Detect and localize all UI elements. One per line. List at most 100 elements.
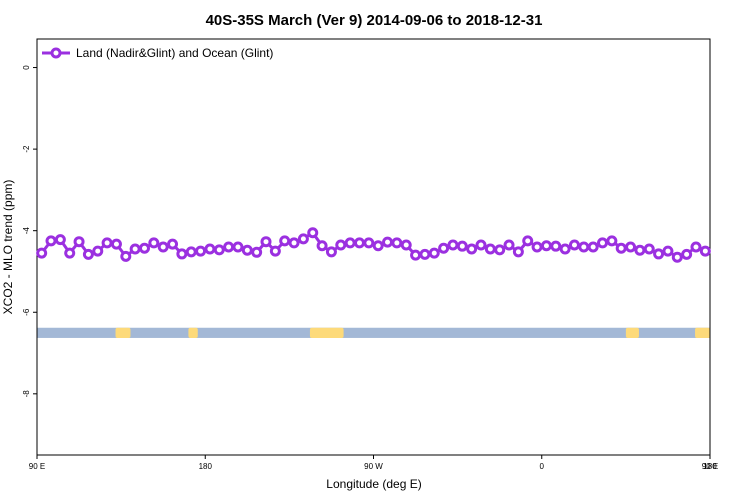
data-point — [568, 239, 580, 251]
data-point — [540, 240, 552, 252]
y-axis-label: XCO2 - MLO trend (ppm) — [1, 180, 15, 315]
data-point — [690, 241, 702, 253]
data-point — [260, 236, 272, 248]
data-point — [45, 235, 57, 247]
data-point — [335, 239, 347, 251]
data-point — [494, 244, 506, 256]
x-tick-label: 90 W — [364, 462, 383, 471]
data-point — [251, 246, 263, 258]
data-point — [223, 241, 235, 253]
land-segment — [695, 327, 710, 338]
data-point — [101, 237, 113, 249]
land-segment — [115, 327, 131, 338]
data-point — [241, 244, 253, 256]
data-point — [447, 239, 459, 251]
series-layer — [36, 227, 711, 263]
y-tick-label: -6 — [22, 308, 31, 316]
data-point — [269, 245, 281, 257]
data-point — [578, 241, 590, 253]
data-point — [456, 240, 468, 252]
x-tick-label: 180 — [199, 462, 213, 471]
data-point — [195, 245, 207, 257]
data-point — [82, 248, 94, 260]
data-point — [176, 248, 188, 260]
data-point — [597, 237, 609, 249]
x-tick-label: 90 E — [702, 462, 718, 471]
data-point — [699, 245, 711, 257]
data-point — [438, 242, 450, 254]
data-point — [92, 245, 104, 257]
data-point — [204, 243, 216, 255]
data-point — [213, 244, 225, 256]
data-point — [531, 241, 543, 253]
data-point — [167, 238, 179, 250]
data-point — [110, 238, 122, 250]
data-point — [484, 243, 496, 255]
data-point — [625, 241, 637, 253]
data-point — [391, 237, 403, 249]
legend-marker — [50, 47, 62, 59]
land-segment — [188, 327, 198, 338]
data-point — [148, 237, 160, 249]
y-tick-label: -8 — [22, 390, 31, 398]
x-axis-label: Longitude (deg E) — [326, 477, 421, 491]
y-tick-label: 0 — [22, 65, 31, 70]
data-point — [400, 239, 412, 251]
data-point — [587, 241, 599, 253]
data-point — [382, 236, 394, 248]
data-point — [316, 240, 328, 252]
data-point — [419, 248, 431, 260]
data-point — [643, 243, 655, 255]
ocean-band — [37, 327, 710, 338]
legend: Land (Nadir&Glint) and Ocean (Glint) — [42, 46, 273, 60]
data-point — [512, 246, 524, 258]
data-point — [157, 241, 169, 253]
data-point — [325, 246, 337, 258]
data-point — [288, 237, 300, 249]
data-point — [363, 237, 375, 249]
legend-entry-label: Land (Nadir&Glint) and Ocean (Glint) — [76, 46, 273, 60]
data-point — [297, 233, 309, 245]
data-point — [344, 237, 356, 249]
y-tick-label: -2 — [22, 145, 31, 153]
data-point — [428, 247, 440, 259]
data-point — [634, 244, 646, 256]
data-point — [73, 236, 85, 248]
y-axis: 0 -2 -4 -6 -8 — [22, 65, 37, 398]
data-point — [372, 240, 384, 252]
x-tick-label: 180 — [703, 462, 717, 471]
data-point — [307, 227, 319, 239]
data-point — [279, 235, 291, 247]
data-point — [185, 246, 197, 258]
land-segment — [625, 327, 639, 338]
chart-title: 40S-35S March (Ver 9) 2014-09-06 to 2018… — [206, 12, 543, 29]
data-point — [120, 250, 132, 262]
x-tick-label: 0 — [540, 462, 545, 471]
data-point — [653, 248, 665, 260]
y-tick-label: -4 — [22, 227, 31, 235]
data-point — [138, 242, 150, 254]
x-tick-label: 90 E — [29, 462, 45, 471]
data-point — [54, 234, 66, 246]
data-point — [64, 247, 76, 259]
data-point — [550, 240, 562, 252]
data-point — [671, 251, 683, 263]
data-point — [522, 235, 534, 247]
data-point — [129, 243, 141, 255]
data-point — [410, 249, 422, 261]
data-point — [681, 248, 693, 260]
data-point — [662, 245, 674, 257]
data-point — [615, 242, 627, 254]
data-point — [606, 235, 618, 247]
land-segment — [309, 327, 344, 338]
data-point — [466, 243, 478, 255]
data-point — [503, 239, 515, 251]
data-point — [353, 237, 365, 249]
data-point — [36, 247, 48, 259]
data-point — [559, 243, 571, 255]
data-point — [475, 239, 487, 251]
land-ocean-band — [37, 327, 710, 338]
data-point — [232, 241, 244, 253]
